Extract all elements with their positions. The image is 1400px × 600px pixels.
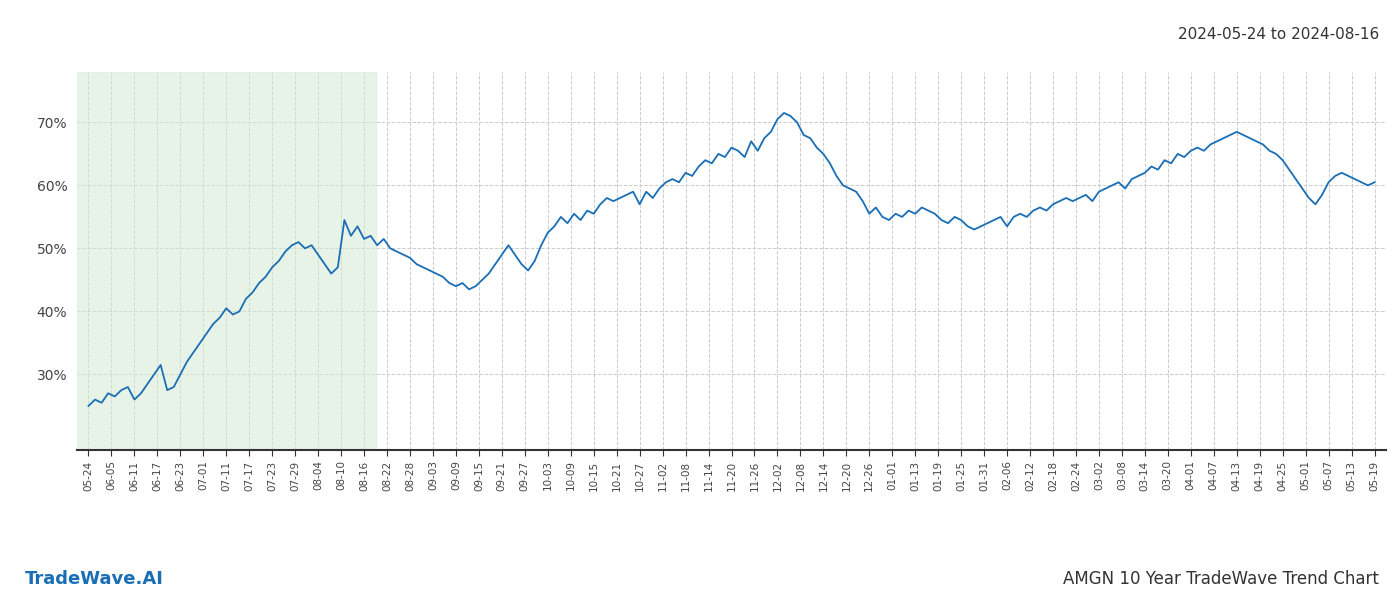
Text: AMGN 10 Year TradeWave Trend Chart: AMGN 10 Year TradeWave Trend Chart bbox=[1063, 570, 1379, 588]
Text: TradeWave.AI: TradeWave.AI bbox=[25, 570, 164, 588]
Text: 2024-05-24 to 2024-08-16: 2024-05-24 to 2024-08-16 bbox=[1177, 27, 1379, 42]
Bar bbox=[77, 72, 375, 450]
